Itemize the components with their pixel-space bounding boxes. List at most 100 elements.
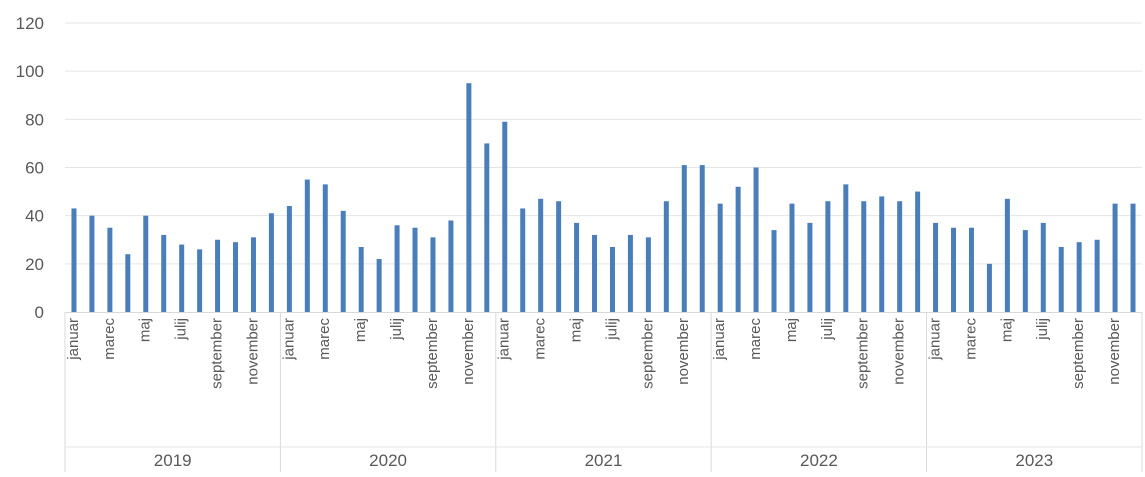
bar-2022-januar — [717, 203, 723, 313]
bar-2020-december — [484, 143, 490, 312]
bar-2022-marec — [753, 167, 759, 312]
bar-2022-julij — [825, 201, 831, 312]
bar-2020-februar — [304, 179, 310, 312]
bar-2023-julij — [1040, 222, 1046, 312]
bar-2022-april — [771, 230, 777, 312]
bar-2021-september — [645, 237, 651, 312]
month-tick-label: september — [1070, 318, 1087, 389]
bar-2021-avgust — [627, 234, 633, 312]
month-tick-label: maj — [352, 318, 369, 342]
bars — [71, 83, 1136, 313]
bar-2021-april — [556, 201, 562, 312]
bar-2020-marec — [322, 184, 328, 312]
month-tick-label: januar — [65, 318, 82, 361]
month-tick-label: julij — [603, 318, 620, 341]
bar-2019-december — [268, 213, 274, 312]
y-tick-label: 40 — [25, 207, 44, 226]
month-tick-label: september — [639, 318, 656, 389]
bar-2020-april — [340, 210, 346, 312]
year-tick-label: 2019 — [154, 451, 192, 470]
year-tick-labels: 2019 2020 2021 2022 2023 — [154, 451, 1053, 470]
month-tick-label: september — [209, 318, 226, 389]
bar-2021-oktober — [663, 201, 669, 312]
year-tick-label: 2020 — [369, 451, 407, 470]
bar-2019-avgust — [197, 249, 203, 312]
bar-2019-oktober — [233, 242, 239, 312]
year-tick-label: 2022 — [800, 451, 838, 470]
bar-2019-september — [215, 239, 221, 312]
bar-2022-februar — [735, 186, 741, 312]
month-tick-label: januar — [496, 318, 513, 361]
year-tick-label: 2021 — [585, 451, 623, 470]
month-tick-label: julij — [173, 318, 190, 341]
bar-2021-junij — [592, 234, 598, 312]
bar-2021-maj — [574, 222, 580, 312]
axes — [64, 312, 1143, 472]
bar-2019-november — [250, 237, 256, 312]
bar-2022-avgust — [843, 184, 849, 312]
bar-2022-oktober — [879, 196, 885, 312]
bar-2021-julij — [609, 246, 615, 312]
bar-2020-september — [430, 237, 436, 312]
month-tick-label: julij — [1034, 318, 1051, 341]
bar-2023-avgust — [1058, 246, 1064, 312]
bar-2022-september — [861, 201, 867, 312]
bar-2021-januar — [502, 121, 508, 313]
bar-2023-april — [986, 263, 992, 312]
bar-2019-januar — [71, 208, 77, 312]
y-tick-labels: 0 20 40 60 80 100 120 — [16, 14, 44, 322]
month-tick-label: marec — [962, 318, 979, 360]
month-tick-label: marec — [316, 318, 333, 360]
gridlines — [65, 22, 1142, 265]
bar-2020-maj — [358, 246, 364, 312]
month-tick-label: november — [675, 318, 692, 385]
bar-2020-november — [466, 83, 472, 313]
month-tick-label: januar — [927, 318, 944, 361]
y-tick-label: 60 — [25, 159, 44, 178]
bar-2021-marec — [538, 198, 544, 312]
month-tick-label: marec — [532, 318, 549, 360]
bar-2019-februar — [89, 215, 95, 312]
y-tick-label: 100 — [16, 62, 44, 81]
bar-2022-november — [897, 201, 903, 312]
bar-2023-marec — [968, 227, 974, 312]
month-tick-label: julij — [388, 318, 405, 341]
bar-2019-julij — [179, 244, 185, 312]
month-tick-label: maj — [783, 318, 800, 342]
bar-2023-oktober — [1094, 239, 1100, 312]
bar-2023-november — [1112, 203, 1118, 313]
month-tick-label: januar — [711, 318, 728, 361]
month-tick-label: september — [855, 318, 872, 389]
bar-2019-marec — [107, 227, 113, 312]
bar-2023-december — [1130, 203, 1136, 313]
month-tick-label: maj — [137, 318, 154, 342]
month-tick-label: september — [424, 318, 441, 389]
bar-2021-februar — [520, 208, 526, 312]
y-tick-label: 20 — [25, 255, 44, 274]
month-tick-label: november — [1106, 318, 1123, 385]
bar-2020-julij — [394, 225, 400, 312]
bar-2020-januar — [286, 206, 292, 312]
month-tick-label: maj — [998, 318, 1015, 342]
month-tick-label: marec — [747, 318, 764, 360]
month-tick-labels: januar marec maj julij september november janu… — [65, 318, 1123, 389]
month-tick-label: november — [244, 318, 261, 385]
month-tick-label: maj — [568, 318, 585, 342]
bar-2019-junij — [161, 234, 167, 312]
bar-2022-maj — [789, 203, 795, 313]
bar-2023-februar — [951, 227, 957, 312]
bar-2023-maj — [1004, 198, 1010, 312]
month-tick-label: november — [891, 318, 908, 385]
y-tick-label: 120 — [16, 14, 44, 33]
bar-2022-december — [915, 191, 921, 312]
y-tick-label: 80 — [25, 110, 44, 129]
y-tick-label: 0 — [35, 303, 44, 322]
bar-2023-junij — [1022, 230, 1028, 312]
month-tick-label: julij — [819, 318, 836, 341]
bar-2020-junij — [376, 259, 382, 312]
bar-2022-junij — [807, 222, 813, 312]
year-tick-label: 2023 — [1015, 451, 1053, 470]
bar-2021-december — [699, 165, 705, 312]
